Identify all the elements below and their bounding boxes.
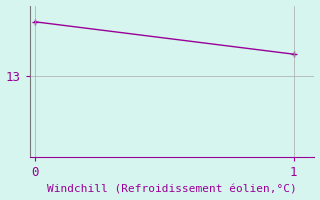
X-axis label: Windchill (Refroidissement éolien,°C): Windchill (Refroidissement éolien,°C) bbox=[47, 184, 297, 194]
